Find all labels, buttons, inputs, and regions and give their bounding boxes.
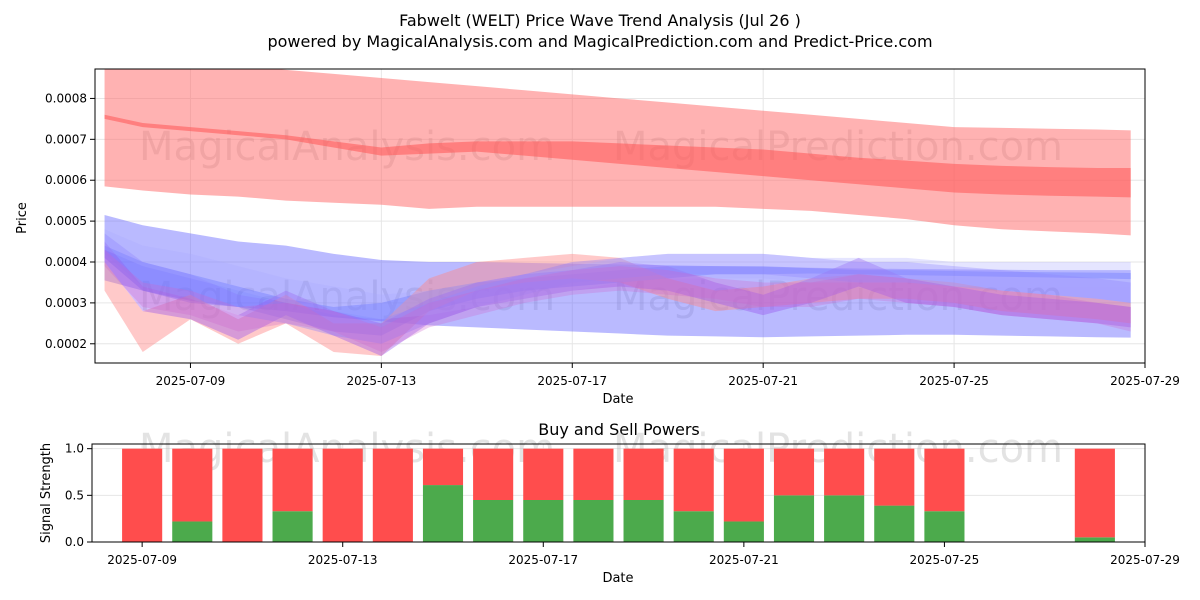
price-x-tick-label: 2025-07-09 (156, 374, 226, 388)
watermark-prediction-lower: MagicalPrediction.com (613, 274, 1063, 320)
price-x-tick-label: 2025-07-17 (537, 374, 607, 388)
sell-bar (222, 448, 263, 542)
price-y-tick-label: 0.0004 (45, 255, 87, 269)
price-y-tick-label: 0.0008 (45, 91, 87, 105)
sell-bar (523, 448, 564, 500)
buy-bar (172, 521, 213, 542)
buy-bar (924, 511, 965, 542)
watermark-analysis-lower: MagicalAnalysis.com (139, 274, 555, 320)
sell-bar (322, 448, 363, 542)
price-x-tick-label: 2025-07-21 (728, 374, 798, 388)
signal-x-axis-label: Date (602, 571, 633, 586)
sell-bar (422, 448, 464, 486)
price-y-tick-label: 0.0003 (45, 296, 87, 310)
price-band (104, 253, 1131, 357)
price-plot-frame (94, 68, 1146, 364)
signal-x-tick-label: 2025-07-25 (910, 553, 980, 567)
signal-bars (122, 448, 1115, 542)
sell-bar (924, 448, 965, 512)
signal-chart: Buy and Sell Powers MagicalAnalysis.com … (39, 420, 1180, 586)
sell-bar (172, 448, 213, 522)
price-band (104, 214, 1131, 338)
price-y-tick-label: 0.0002 (45, 337, 87, 351)
signal-y-tick-label: 0.0 (65, 535, 84, 549)
price-y-tick-label: 0.0005 (45, 214, 87, 228)
buy-bar (573, 500, 614, 542)
signal-x-ticks: 2025-07-09 2025-07-13 2025-07-17 2025-07-21… (107, 542, 1180, 567)
price-band (104, 229, 1131, 320)
signal-plot-frame (91, 443, 1146, 543)
signal-x-tick-label: 2025-07-21 (709, 553, 779, 567)
signal-y-ticks: 0.0 0.5 1.0 (65, 442, 92, 549)
signal-x-tick-label: 2025-07-29 (1110, 553, 1180, 567)
price-band (104, 249, 1131, 352)
buy-bar (723, 521, 764, 542)
buy-bar (773, 495, 815, 542)
signal-plot-background (92, 444, 1145, 542)
signal-chart-title: Buy and Sell Powers (538, 420, 700, 439)
sell-bar (723, 448, 764, 522)
buy-bar (623, 500, 664, 542)
sell-bar (272, 448, 313, 512)
price-bands (104, 69, 1131, 357)
price-band (104, 241, 1131, 357)
price-chart: MagicalAnalysis.com MagicalPrediction.co… (15, 68, 1180, 407)
sell-bar (372, 448, 413, 542)
sell-bar (473, 448, 514, 500)
price-x-tick-label: 2025-07-29 (1110, 374, 1180, 388)
price-x-ticks: 2025-07-09 2025-07-13 2025-07-17 2025-07-21… (156, 363, 1180, 388)
chart-title: Fabwelt (WELT) Price Wave Trend Analysis… (399, 11, 801, 30)
signal-y-axis-label: Signal Strength (39, 443, 54, 543)
sell-bar (824, 448, 865, 496)
sell-bar (573, 448, 614, 500)
buy-bar (824, 495, 865, 542)
price-band (104, 114, 1131, 198)
price-x-tick-label: 2025-07-13 (346, 374, 416, 388)
signal-y-tick-label: 0.5 (65, 488, 84, 502)
sell-bar (874, 448, 915, 506)
sell-bar (1074, 448, 1115, 538)
buy-bar (673, 511, 714, 542)
sell-bar (122, 448, 163, 542)
signal-x-tick-label: 2025-07-17 (508, 553, 578, 567)
sell-bar (673, 448, 714, 512)
buy-bar (473, 500, 514, 542)
price-x-tick-label: 2025-07-25 (919, 374, 989, 388)
price-x-axis-label: Date (602, 392, 633, 407)
buy-bar (1074, 537, 1115, 542)
signal-x-tick-label: 2025-07-09 (107, 553, 177, 567)
buy-bar (523, 500, 564, 542)
price-band (104, 245, 1131, 336)
price-y-tick-label: 0.0006 (45, 173, 87, 187)
signal-x-tick-label: 2025-07-13 (308, 553, 378, 567)
signal-y-tick-label: 1.0 (65, 442, 84, 456)
sell-bar (773, 448, 815, 496)
price-y-ticks: 0.0002 0.0003 0.0004 0.0005 0.0006 0.0007 0.00… (45, 91, 95, 351)
buy-bar (422, 485, 464, 542)
buy-bar (272, 511, 313, 542)
price-y-axis-label: Price (15, 202, 30, 234)
buy-bar (874, 505, 915, 542)
chart-subtitle: powered by MagicalAnalysis.com and Magic… (267, 32, 932, 51)
sell-bar (623, 448, 664, 500)
price-y-tick-label: 0.0007 (45, 132, 87, 146)
